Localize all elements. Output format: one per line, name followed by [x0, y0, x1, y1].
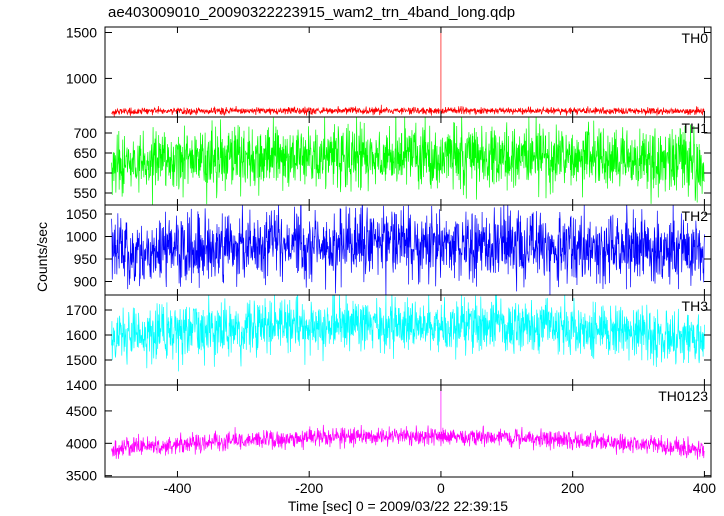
panel-th0123: 3500 4000 4500 TH0123	[66, 384, 712, 484]
y-tick-label: 4500	[66, 403, 97, 419]
y-axis-title: Counts/sec	[34, 222, 50, 292]
y-tick-label: 1000	[66, 70, 97, 86]
x-tick-label: 200	[561, 480, 585, 496]
panel-label-th0123: TH0123	[658, 388, 708, 404]
y-tick-label: 950	[74, 251, 98, 267]
y-tick-label: 1500	[66, 25, 97, 41]
y-tick-label: 650	[74, 145, 98, 161]
x-tick-label: 0	[437, 480, 445, 496]
panel-th1: 550 600 650 700 TH1	[74, 116, 712, 206]
y-tick-label: 3500	[66, 468, 97, 484]
chart-title: ae403009010_20090322223915_wam2_trn_4ban…	[108, 4, 515, 21]
x-tick-label: -200	[295, 480, 323, 496]
y-tick-label: 4000	[66, 435, 97, 451]
panel-frame	[104, 26, 712, 118]
series-line-th2	[111, 205, 705, 295]
y-tick-label: 1400	[66, 377, 97, 393]
y-tick-label: 700	[74, 125, 98, 141]
panel-label-th2: TH2	[682, 208, 709, 224]
panel-label-th3: TH3	[682, 298, 709, 314]
y-tick-label: 1700	[66, 302, 97, 318]
x-tick-label: -400	[163, 480, 191, 496]
panel-th2: 900 950 1000 1050 TH2	[66, 204, 712, 296]
series-line-th0123	[111, 385, 705, 460]
x-axis-title: Time [sec] 0 = 2009/03/22 22:39:15	[288, 498, 508, 514]
panel-th3: 1400 1500 1600 1700 TH3	[66, 294, 712, 393]
y-tick-label: 1000	[66, 229, 97, 245]
panel-th0: 1000 1500 TH0	[66, 25, 712, 118]
y-tick-label: 900	[74, 274, 98, 290]
series-line-th0	[111, 27, 705, 117]
y-tick-label: 1050	[66, 206, 97, 222]
series-line-th3	[111, 295, 705, 372]
series-line-th1	[111, 117, 705, 205]
y-tick-label: 1500	[66, 352, 97, 368]
panel-frame	[104, 384, 712, 478]
y-tick-label: 600	[74, 165, 98, 181]
panel-label-th0: TH0	[682, 30, 709, 46]
panels: 1000 1500 TH0 550 600 650 700 TH1 900 950 1000 1050…	[66, 25, 716, 496]
y-tick-label: 1600	[66, 327, 97, 343]
y-tick-label: 550	[74, 185, 98, 201]
x-tick-label: 400	[693, 480, 717, 496]
panel-label-th1: TH1	[682, 120, 709, 136]
